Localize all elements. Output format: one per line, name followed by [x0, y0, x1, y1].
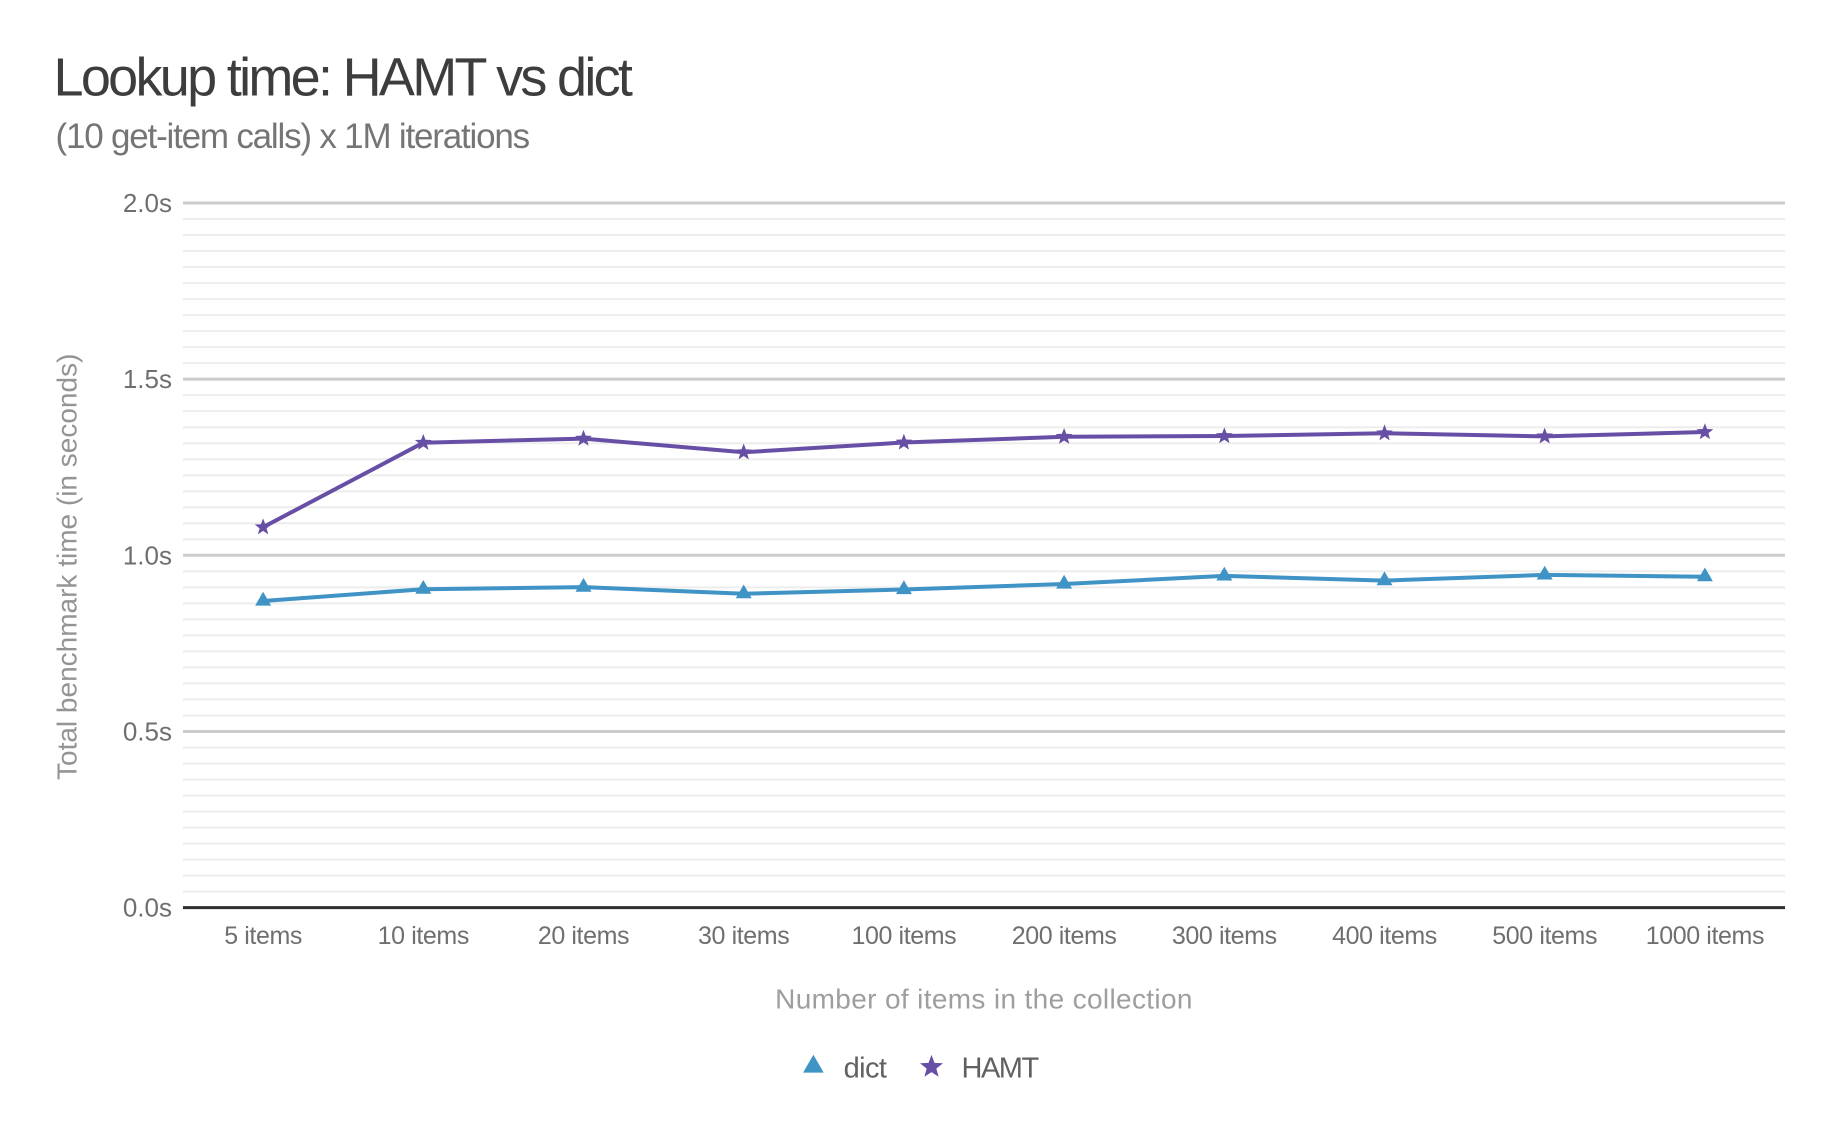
svg-text:(10 get-item calls) x 1M itera: (10 get-item calls) x 1M iterations — [56, 117, 530, 156]
svg-text:1.5s: 1.5s — [123, 364, 172, 394]
svg-text:1.0s: 1.0s — [123, 540, 172, 570]
svg-text:300 items: 300 items — [1172, 922, 1277, 950]
svg-text:20 items: 20 items — [538, 922, 629, 950]
svg-text:0.5s: 0.5s — [123, 716, 172, 746]
svg-text:1000 items: 1000 items — [1646, 922, 1764, 950]
svg-text:100 items: 100 items — [852, 922, 957, 950]
svg-text:200 items: 200 items — [1012, 922, 1117, 950]
svg-text:500 items: 500 items — [1492, 922, 1597, 950]
svg-text:Number of items in the collect: Number of items in the collection — [775, 983, 1193, 1014]
svg-text:2.0s: 2.0s — [123, 188, 172, 218]
svg-text:Lookup time: HAMT vs dict: Lookup time: HAMT vs dict — [54, 48, 633, 108]
svg-text:0.0s: 0.0s — [123, 893, 172, 923]
svg-text:30 items: 30 items — [698, 922, 789, 950]
svg-text:10 items: 10 items — [378, 922, 469, 950]
svg-text:Total benchmark time (in secon: Total benchmark time (in seconds) — [52, 354, 83, 780]
svg-text:HAMT: HAMT — [962, 1052, 1040, 1084]
svg-text:dict: dict — [844, 1052, 887, 1084]
svg-text:400 items: 400 items — [1332, 922, 1437, 950]
svg-text:5 items: 5 items — [224, 922, 302, 950]
